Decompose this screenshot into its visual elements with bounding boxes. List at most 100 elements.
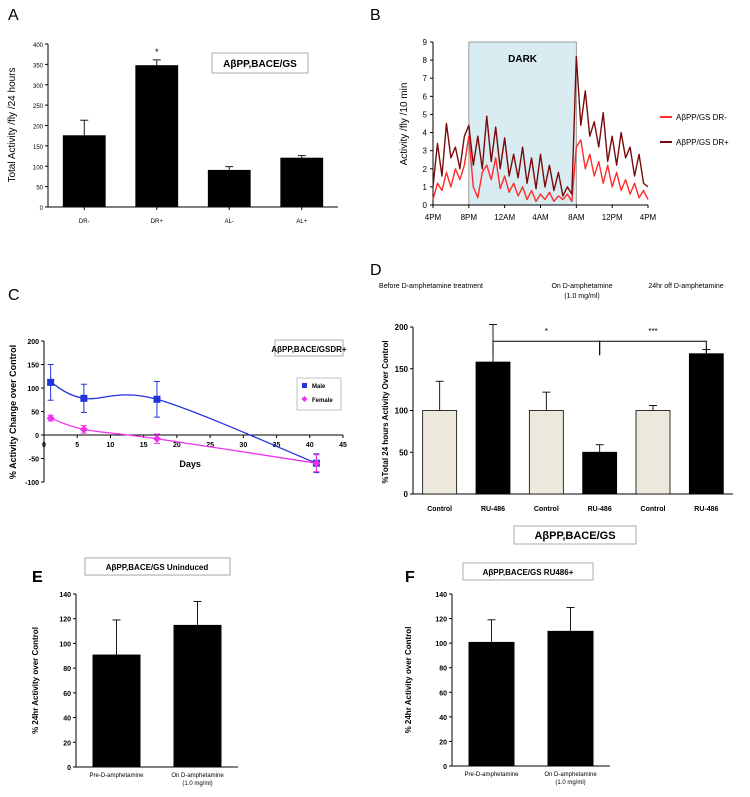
x-tick-label: Control [641, 506, 666, 513]
y-axis-label: Activity /fly /10 min [399, 83, 410, 166]
y-tick-label: 140 [435, 592, 447, 599]
x-tick-label: RU-486 [481, 506, 505, 513]
x-tick-label: On D-amphetamine [544, 772, 597, 778]
y-tick-label: 100 [59, 641, 71, 648]
x-tick-label: 45 [339, 442, 347, 449]
y-tick-label: 50 [31, 410, 39, 417]
y-tick-label: 100 [395, 407, 409, 416]
data-point-female [46, 414, 55, 423]
legend-label: Female [312, 398, 333, 404]
y-tick-label: 80 [439, 666, 447, 673]
y-tick-label: 140 [59, 592, 71, 599]
y-tick-label: 60 [439, 690, 447, 697]
y-tick-label: 40 [439, 715, 447, 722]
y-tick-label: 150 [33, 145, 44, 151]
y-tick-label: 100 [33, 165, 44, 171]
group-label-on-dose: (1.0 mg/ml) [564, 293, 599, 300]
y-tick-label: 200 [33, 125, 44, 131]
y-tick-label: 50 [399, 448, 408, 457]
chart-title: AβPP,BACE/GSDR+ [271, 345, 347, 354]
y-tick-label: 50 [36, 186, 43, 192]
x-tick-label: RU-486 [588, 506, 612, 513]
group-label-before: Before D-amphetamine treatment [379, 283, 483, 290]
legend-marker-female [301, 396, 308, 402]
y-tick-label: 150 [395, 365, 409, 374]
x-axis-label: Days [179, 459, 201, 469]
y-tick-label: 100 [435, 641, 447, 648]
x-tick-label: Pre-D-amphetamine [464, 772, 519, 778]
data-point-female [312, 459, 321, 468]
y-axis-label: % 24hr Activity over Control [404, 627, 413, 734]
x-tick-label: Control [534, 506, 559, 513]
chart-title: AβPP,BACE/GS [534, 530, 615, 542]
title-box [513, 525, 637, 545]
y-tick-label: 3 [423, 147, 428, 156]
x-tick-label: On D-amphetamine [171, 773, 224, 779]
series-line-dr-minus [432, 135, 649, 203]
bar [528, 410, 564, 495]
x-tick-label: AL+ [296, 219, 307, 225]
y-tick-label: 300 [33, 84, 44, 90]
y-tick-label: 120 [435, 617, 447, 624]
y-tick-label: 80 [63, 666, 71, 673]
x-tick-label: 4PM [640, 213, 657, 222]
x-tick-label: Pre-D-amphetamine [89, 773, 144, 779]
x-tick-label: 15 [140, 442, 148, 449]
bar [62, 135, 106, 208]
data-point-male [153, 395, 161, 403]
y-tick-label: 8 [423, 56, 428, 65]
chart-title: AβPP,BACE/GS Uninduced [106, 563, 209, 572]
y-tick-label: 0 [443, 764, 447, 771]
panel-label-d: D [370, 262, 382, 279]
title-box [211, 52, 309, 74]
bar [173, 624, 222, 767]
y-tick-label: 400 [33, 43, 44, 49]
legend-marker-male [302, 383, 307, 388]
bar [688, 353, 724, 495]
y-tick-label: 20 [63, 740, 71, 747]
x-tick-label: 12PM [602, 213, 623, 222]
panel-label-c: C [8, 287, 20, 304]
x-tick-label: 8AM [568, 213, 585, 222]
x-tick-label: 25 [206, 442, 214, 449]
y-axis-label: % Activity Change over Control [8, 345, 18, 479]
title-box [462, 562, 594, 581]
y-tick-label: 0 [40, 206, 44, 212]
chart-title: AβPP,BACE/GS RU486+ [483, 568, 574, 577]
x-tick-label: 8PM [461, 213, 478, 222]
y-tick-label: 200 [27, 339, 39, 346]
bar [582, 451, 618, 495]
x-tick-label: 10 [107, 442, 115, 449]
data-point-female [152, 434, 161, 443]
y-tick-label: 150 [27, 363, 39, 370]
bar [422, 410, 458, 495]
legend-box [296, 377, 342, 411]
y-tick-label: -100 [25, 480, 39, 487]
y-tick-label: 9 [423, 38, 428, 47]
y-tick-label: 0 [67, 765, 71, 772]
y-tick-label: 100 [27, 386, 39, 393]
y-tick-label: 1 [423, 183, 428, 192]
bar [92, 654, 141, 767]
y-tick-label: 7 [423, 74, 428, 83]
y-tick-label: 200 [395, 323, 409, 332]
x-tick-label: DR- [79, 219, 90, 225]
y-tick-label: 0 [423, 201, 428, 210]
legend-label: AβPP/GS DR- [676, 113, 727, 122]
significance-marker: * [545, 327, 548, 336]
y-tick-label: 5 [423, 110, 428, 119]
bar [635, 410, 671, 495]
y-tick-label: 20 [439, 739, 447, 746]
y-tick-label: 4 [423, 129, 428, 138]
y-tick-label: 250 [33, 104, 44, 110]
panel-label-e: E [32, 569, 43, 586]
legend-label: AβPP/GS DR+ [676, 138, 729, 147]
x-tick-label: 12AM [494, 213, 515, 222]
panel-label-f: F [405, 569, 415, 586]
x-tick-label: Control [427, 506, 452, 513]
x-tick-label: 4PM [425, 213, 442, 222]
panel-label-e: E [32, 569, 43, 586]
significance-marker: *** [648, 327, 657, 336]
title-box [274, 339, 344, 357]
